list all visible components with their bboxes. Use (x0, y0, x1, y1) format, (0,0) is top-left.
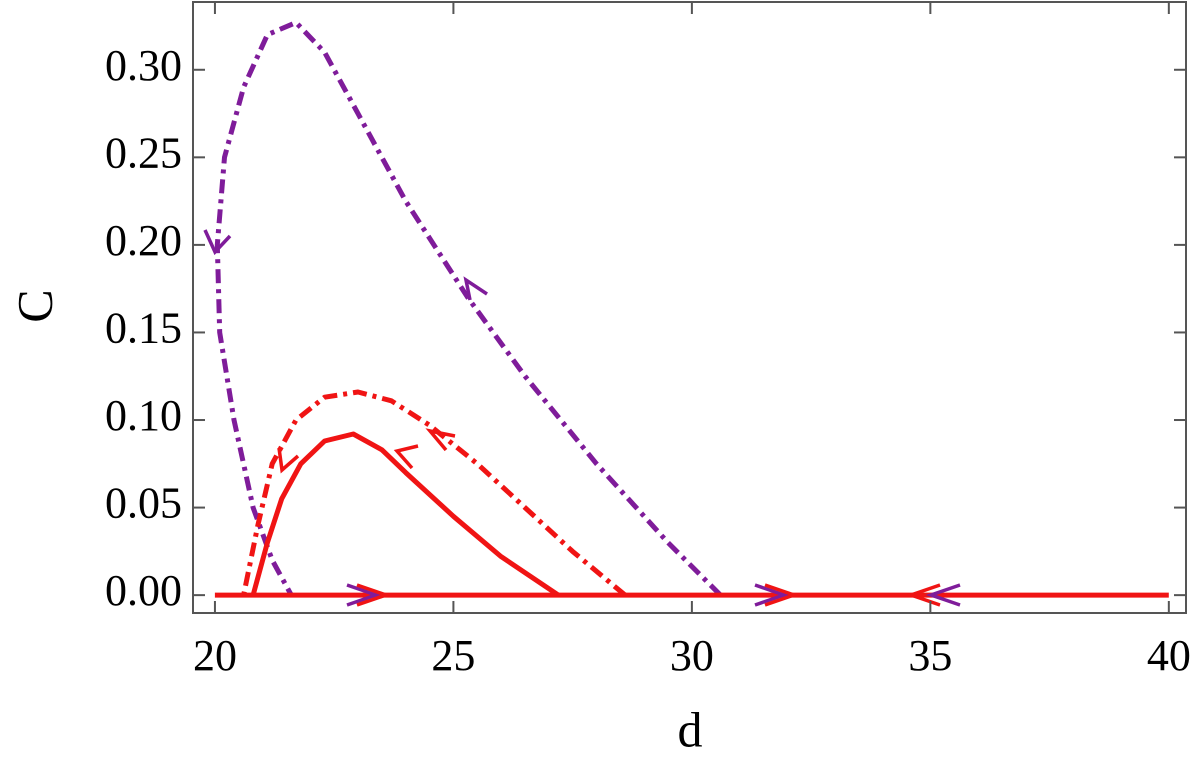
x-tick-label: 25 (431, 631, 475, 680)
x-tick-label: 20 (193, 631, 237, 680)
x-tick-label: 40 (1147, 631, 1191, 680)
y-tick-label: 0.15 (105, 304, 182, 353)
y-tick-label: 0.20 (105, 216, 182, 265)
arrow (463, 276, 488, 301)
arrow (764, 583, 800, 607)
series-group (214, 20, 1169, 598)
x-tick-label: 30 (670, 631, 714, 680)
y-tick-label: 0.10 (105, 391, 182, 440)
series-line (214, 20, 723, 597)
series-line (241, 389, 627, 598)
arrow (277, 447, 300, 474)
y-tick-label: 0.00 (105, 566, 182, 615)
series-line (250, 431, 560, 598)
y-tick-label: 0.05 (105, 479, 182, 528)
arrow (346, 583, 382, 607)
direction-arrows (203, 229, 961, 607)
arrow (203, 229, 232, 256)
arrow (356, 583, 392, 607)
arrow (393, 444, 419, 470)
y-tick-label: 0.30 (105, 41, 182, 90)
plot-frame (192, 1, 1187, 614)
x-tick-label: 35 (908, 631, 952, 680)
y-tick-label: 0.25 (105, 128, 182, 177)
arrow (425, 428, 456, 452)
arrow (925, 583, 961, 607)
y-axis-label: C (6, 289, 62, 322)
x-axis-label: d (678, 701, 703, 757)
arrow (754, 583, 790, 607)
